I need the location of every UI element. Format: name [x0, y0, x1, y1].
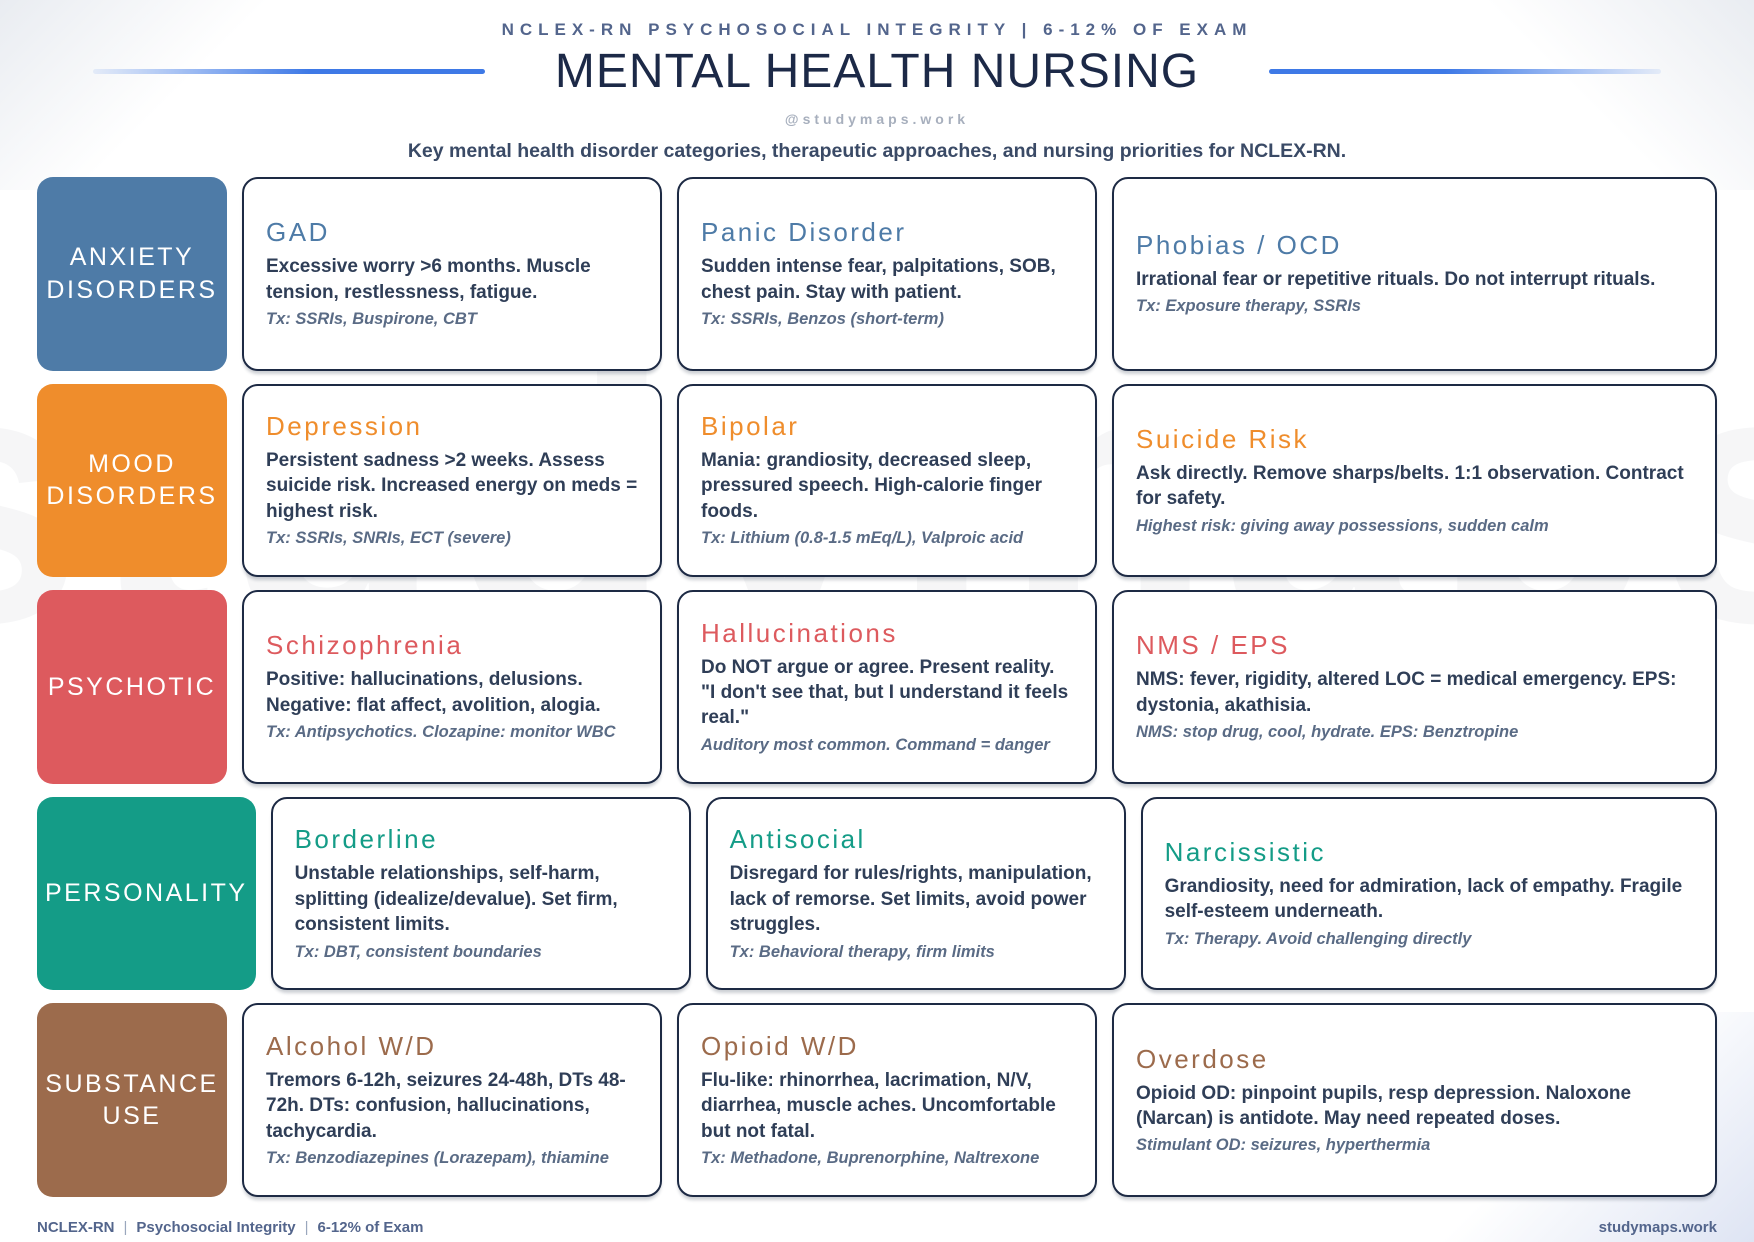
card-title: Antisocial	[729, 824, 866, 855]
footer-divider: |	[123, 1219, 128, 1236]
card-antisocial: Antisocial Disregard for rules/rights, m…	[705, 796, 1126, 991]
card-body: Positive: hallucinations, delusions. Neg…	[266, 669, 601, 716]
social-handle: @studymaps.work	[784, 111, 970, 127]
card-body: Opioid OD: pinpoint pupils, resp depress…	[1136, 1082, 1632, 1129]
card-treatment: Tx: DBT, consistent boundaries	[294, 942, 542, 961]
page-description: Key mental health disorder categories, t…	[407, 140, 1347, 162]
title-accent-line-right	[1269, 69, 1662, 74]
card-title: Bipolar	[701, 410, 800, 441]
card-title: Narcissistic	[1164, 836, 1327, 867]
card-body: Unstable relationships, self-harm, split…	[294, 863, 618, 936]
card-body: Flu-like: rhinorrhea, lacrimation, N/V, …	[701, 1069, 1056, 1142]
card-alcohol-withdrawal: Alcohol W/D Tremors 6-12h, seizures 24-4…	[242, 1003, 662, 1197]
card-body: NMS: fever, rigidity, altered LOC = medi…	[1136, 669, 1677, 716]
card-treatment: NMS: stop drug, cool, hydrate. EPS: Benz…	[1136, 723, 1519, 742]
card-title: Depression	[266, 410, 423, 441]
title-row: MENTAL HEALTH NURSING	[37, 44, 1717, 99]
card-treatment: Highest risk: giving away possessions, s…	[1136, 516, 1549, 535]
card-body: Persistent sadness >2 weeks. Assess suic…	[266, 449, 638, 522]
card-title: Phobias / OCD	[1136, 229, 1342, 260]
category-label-mood-disorders: MOOD DISORDERS	[37, 383, 227, 578]
card-body: Irrational fear or repetitive rituals. D…	[1136, 268, 1656, 290]
footer: NCLEX-RN | Psychosocial Integrity | 6-12…	[37, 1219, 1717, 1236]
card-bipolar: Bipolar Mania: grandiosity, decreased sl…	[677, 383, 1097, 578]
footer-section-name: Psychosocial Integrity	[136, 1219, 296, 1236]
card-treatment: Tx: Behavioral therapy, firm limits	[729, 942, 995, 961]
footer-divider: |	[304, 1219, 309, 1236]
card-body: Sudden intense fear, palpitations, SOB, …	[701, 256, 1056, 303]
category-rows: ANXIETY DISORDERS GAD Excessive worry >6…	[37, 177, 1717, 1197]
card-body: Tremors 6-12h, seizures 24-48h, DTs 48-7…	[266, 1069, 626, 1142]
card-body: Grandiosity, need for admiration, lack o…	[1164, 875, 1683, 923]
card-narcissistic: Narcissistic Grandiosity, need for admir…	[1140, 796, 1717, 991]
card-title: Opioid W/D	[701, 1030, 859, 1061]
card-title: Borderline	[294, 824, 439, 855]
card-borderline: Borderline Unstable relationships, self-…	[270, 796, 691, 991]
eyebrow-text: NCLEX-RN PSYCHOSOCIAL INTEGRITY | 6-12% …	[501, 20, 1253, 39]
card-schizophrenia: Schizophrenia Positive: hallucinations, …	[242, 590, 662, 784]
card-body: Mania: grandiosity, decreased sleep, pre…	[701, 449, 1043, 522]
row-mood-disorders: MOOD DISORDERS Depression Persistent sad…	[37, 383, 1717, 578]
card-treatment: Tx: Therapy. Avoid challenging directly	[1164, 929, 1472, 948]
footer-exam-weight: 6-12% of Exam	[317, 1219, 424, 1236]
card-phobias-ocd: Phobias / OCD Irrational fear or repetit…	[1112, 177, 1717, 371]
card-gad: GAD Excessive worry >6 months. Muscle te…	[242, 177, 662, 371]
title-accent-line-left	[92, 69, 485, 74]
card-suicide-risk: Suicide Risk Ask directly. Remove sharps…	[1112, 383, 1717, 578]
category-label-anxiety-disorders: ANXIETY DISORDERS	[37, 177, 227, 371]
card-treatment: Tx: SSRIs, Buspirone, CBT	[266, 310, 477, 329]
card-body: Do NOT argue or agree. Present reality. …	[701, 656, 1069, 729]
card-treatment: Tx: Exposure therapy, SSRIs	[1136, 297, 1361, 316]
card-title: Panic Disorder	[701, 217, 907, 248]
card-title: Schizophrenia	[266, 630, 464, 661]
card-treatment: Auditory most common. Command = danger	[701, 735, 1050, 754]
footer-exam-name: NCLEX-RN	[37, 1219, 115, 1236]
card-title: Alcohol W/D	[266, 1030, 437, 1061]
card-nms-eps: NMS / EPS NMS: fever, rigidity, altered …	[1112, 590, 1717, 784]
card-treatment: Tx: SSRIs, Benzos (short-term)	[701, 310, 944, 329]
card-treatment: Tx: Lithium (0.8-1.5 mEq/L), Valproic ac…	[701, 529, 1024, 548]
footer-brand: studymaps.work	[1598, 1219, 1717, 1236]
card-title: GAD	[266, 217, 330, 248]
card-title: Hallucinations	[701, 617, 898, 648]
page-title: MENTAL HEALTH NURSING	[554, 45, 1200, 98]
card-body: Excessive worry >6 months. Muscle tensio…	[266, 256, 591, 303]
card-treatment: Tx: Antipsychotics. Clozapine: monitor W…	[266, 723, 616, 742]
card-title: Overdose	[1136, 1043, 1269, 1074]
card-title: Suicide Risk	[1136, 423, 1310, 454]
card-body: Ask directly. Remove sharps/belts. 1:1 o…	[1136, 462, 1684, 510]
row-substance-use: SUBSTANCE USE Alcohol W/D Tremors 6-12h,…	[37, 1003, 1717, 1197]
row-anxiety-disorders: ANXIETY DISORDERS GAD Excessive worry >6…	[37, 177, 1717, 371]
card-overdose: Overdose Opioid OD: pinpoint pupils, res…	[1112, 1003, 1717, 1197]
row-personality: PERSONALITY Borderline Unstable relation…	[37, 796, 1717, 991]
category-label-substance-use: SUBSTANCE USE	[37, 1003, 227, 1197]
card-treatment: Tx: Methadone, Buprenorphine, Naltrexone	[701, 1149, 1040, 1168]
row-psychotic: PSYCHOTIC Schizophrenia Positive: halluc…	[37, 590, 1717, 784]
card-opioid-withdrawal: Opioid W/D Flu-like: rhinorrhea, lacrima…	[677, 1003, 1097, 1197]
card-panic-disorder: Panic Disorder Sudden intense fear, palp…	[677, 177, 1097, 371]
category-label-personality: PERSONALITY	[37, 796, 256, 991]
card-treatment: Stimulant OD: seizures, hyperthermia	[1136, 1136, 1431, 1155]
category-label-psychotic: PSYCHOTIC	[37, 590, 227, 784]
card-treatment: Tx: Benzodiazepines (Lorazepam), thiamin…	[266, 1149, 609, 1168]
card-body: Disregard for rules/rights, manipulation…	[729, 863, 1092, 936]
card-treatment: Tx: SSRIs, SNRIs, ECT (severe)	[266, 529, 511, 548]
footer-breadcrumb: NCLEX-RN | Psychosocial Integrity | 6-12…	[37, 1219, 423, 1236]
card-title: NMS / EPS	[1136, 630, 1290, 661]
card-depression: Depression Persistent sadness >2 weeks. …	[242, 383, 662, 578]
card-hallucinations: Hallucinations Do NOT argue or agree. Pr…	[677, 590, 1097, 784]
